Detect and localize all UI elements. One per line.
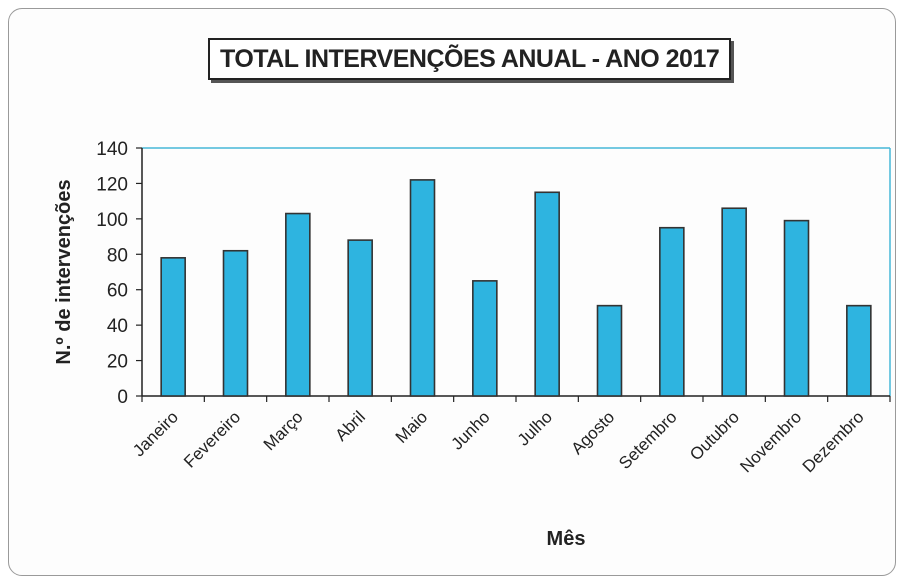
bar-fevereiro: [222, 249, 249, 397]
chart-frame: [8, 8, 896, 576]
y-tick-label: 40: [107, 316, 128, 337]
bar-abril: [347, 239, 373, 397]
y-tick-label: 120: [96, 174, 128, 195]
bar-junho: [472, 280, 498, 397]
y-tick-label: 0: [117, 387, 128, 408]
x-category-label: Novembro: [736, 407, 805, 476]
x-category-label: Agosto: [567, 407, 618, 458]
x-category-label: Abril: [332, 407, 369, 444]
x-category-label: Outubro: [686, 407, 743, 464]
y-tick-label: 20: [107, 352, 128, 373]
x-axis-title: Mês: [547, 528, 586, 550]
bar-setembro: [659, 226, 685, 397]
y-tick-label: 80: [107, 245, 128, 266]
x-category-label: Janeiro: [129, 407, 182, 460]
y-tick-label: 140: [96, 139, 128, 160]
bar-agosto: [596, 304, 623, 397]
x-category-label: Fevereiro: [180, 407, 244, 471]
x-category-label: Junho: [447, 407, 493, 453]
bar-maio: [409, 179, 436, 397]
bar-dezembro: [846, 304, 872, 397]
x-category-label: Dezembro: [799, 407, 868, 476]
x-category-label: Julho: [514, 407, 556, 449]
y-tick-label: 100: [96, 210, 128, 231]
x-category-label: Maio: [392, 407, 431, 446]
bar-novembro: [783, 219, 810, 397]
y-axis-title: N.º de intervenções: [53, 179, 75, 364]
bar-outubro: [721, 207, 747, 397]
chart-title: TOTAL INTERVENÇÕES ANUAL - ANO 2017: [208, 38, 732, 80]
x-category-label: Setembro: [615, 407, 681, 473]
y-tick-label: 60: [107, 281, 128, 302]
bar-julho: [534, 191, 560, 397]
x-category-label: Março: [260, 407, 307, 454]
bar-janeiro: [160, 257, 186, 397]
bar-março: [285, 212, 311, 397]
